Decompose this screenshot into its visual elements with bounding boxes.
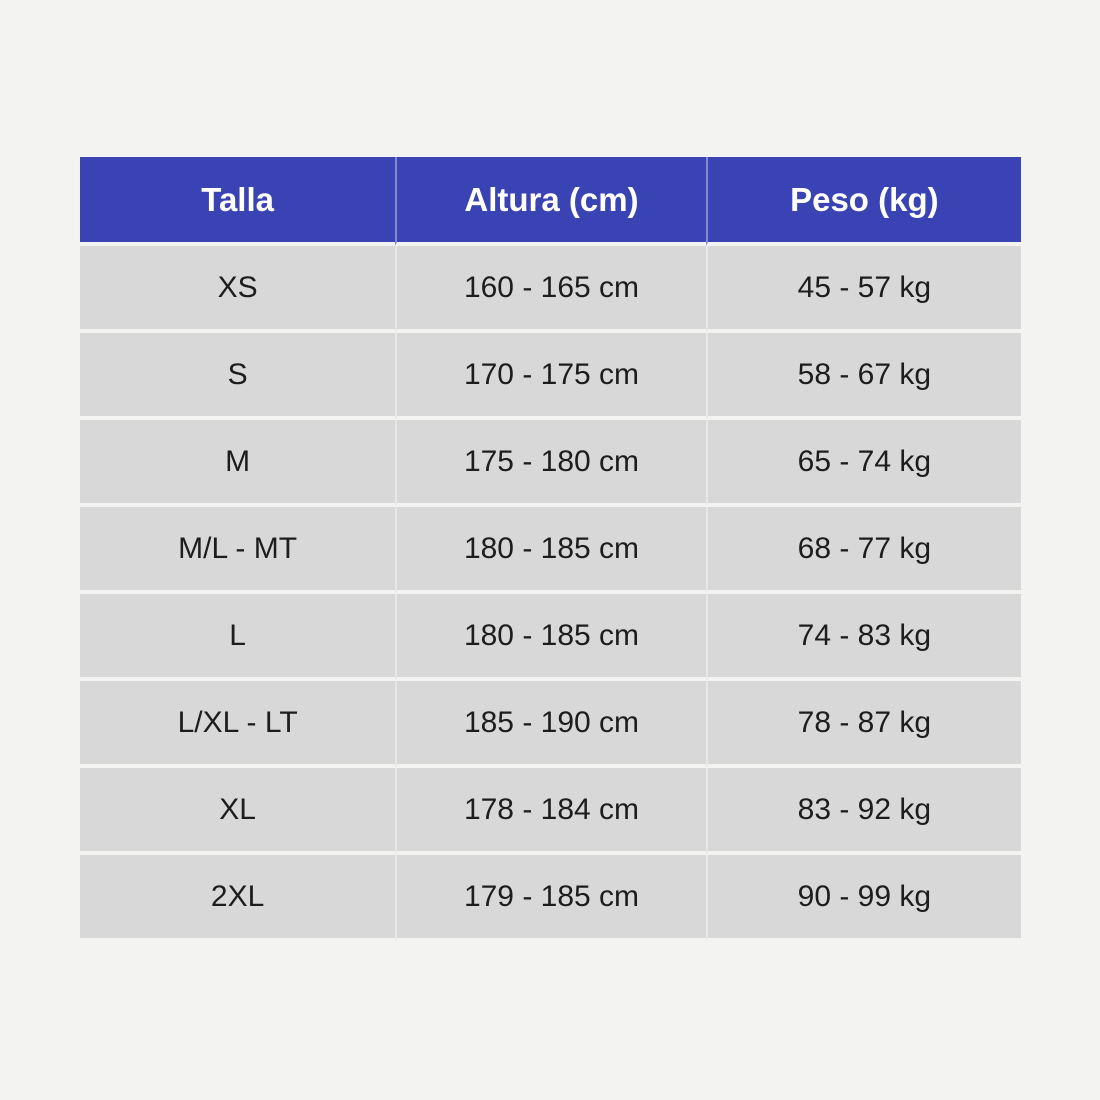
cell-height-range: 180 - 185 cm bbox=[395, 594, 706, 681]
table-row: 2XL 179 - 185 cm 90 - 99 kg bbox=[80, 855, 1021, 942]
cell-size: XL bbox=[80, 768, 396, 855]
table-row: L/XL - LT 185 - 190 cm 78 - 87 kg bbox=[80, 681, 1021, 768]
cell-weight-range: 90 - 99 kg bbox=[705, 855, 1021, 942]
cell-weight-range: 45 - 57 kg bbox=[705, 246, 1021, 333]
cell-size: S bbox=[80, 333, 396, 420]
cell-weight-range: 78 - 87 kg bbox=[705, 681, 1021, 768]
cell-weight-range: 65 - 74 kg bbox=[705, 420, 1021, 507]
table-row: L 180 - 185 cm 74 - 83 kg bbox=[80, 594, 1021, 681]
header-cell-peso: Peso (kg) bbox=[705, 157, 1021, 246]
size-chart-table: Talla Altura (cm) Peso (kg) XS 160 - 165… bbox=[80, 157, 1021, 942]
cell-size: 2XL bbox=[80, 855, 396, 942]
cell-weight-range: 83 - 92 kg bbox=[705, 768, 1021, 855]
table-body: XS 160 - 165 cm 45 - 57 kg S 170 - 175 c… bbox=[80, 246, 1021, 942]
table-row: S 170 - 175 cm 58 - 67 kg bbox=[80, 333, 1021, 420]
table-header: Talla Altura (cm) Peso (kg) bbox=[80, 157, 1021, 246]
cell-height-range: 185 - 190 cm bbox=[395, 681, 706, 768]
cell-height-range: 160 - 165 cm bbox=[395, 246, 706, 333]
table-row: XL 178 - 184 cm 83 - 92 kg bbox=[80, 768, 1021, 855]
cell-weight-range: 74 - 83 kg bbox=[705, 594, 1021, 681]
cell-size: M/L - MT bbox=[80, 507, 396, 594]
cell-height-range: 179 - 185 cm bbox=[395, 855, 706, 942]
cell-size: M bbox=[80, 420, 396, 507]
cell-size: L/XL - LT bbox=[80, 681, 396, 768]
cell-weight-range: 58 - 67 kg bbox=[705, 333, 1021, 420]
header-cell-altura: Altura (cm) bbox=[395, 157, 706, 246]
header-cell-talla: Talla bbox=[80, 157, 396, 246]
table-row: XS 160 - 165 cm 45 - 57 kg bbox=[80, 246, 1021, 333]
cell-height-range: 175 - 180 cm bbox=[395, 420, 706, 507]
cell-height-range: 180 - 185 cm bbox=[395, 507, 706, 594]
table-row: M/L - MT 180 - 185 cm 68 - 77 kg bbox=[80, 507, 1021, 594]
header-row: Talla Altura (cm) Peso (kg) bbox=[80, 157, 1021, 246]
cell-size: L bbox=[80, 594, 396, 681]
cell-size: XS bbox=[80, 246, 396, 333]
table-row: M 175 - 180 cm 65 - 74 kg bbox=[80, 420, 1021, 507]
cell-weight-range: 68 - 77 kg bbox=[705, 507, 1021, 594]
cell-height-range: 170 - 175 cm bbox=[395, 333, 706, 420]
cell-height-range: 178 - 184 cm bbox=[395, 768, 706, 855]
